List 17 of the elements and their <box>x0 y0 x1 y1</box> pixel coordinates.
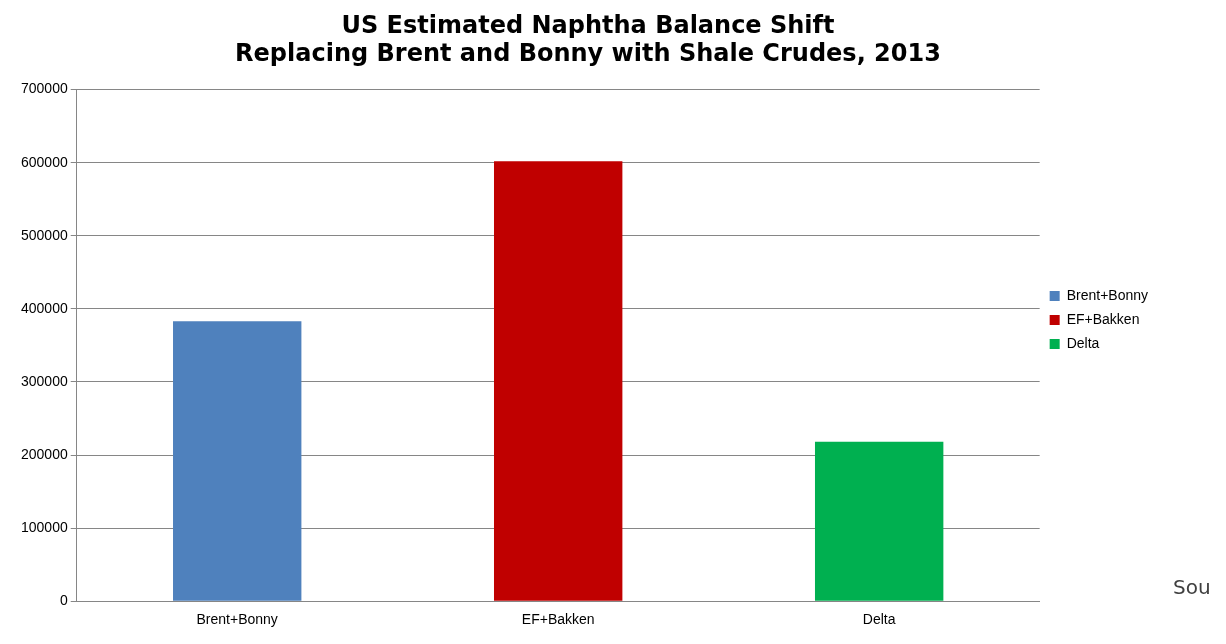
text: Replacing Brent and Bonny with Shale Crudes, 2013 <box>235 39 941 68</box>
y-tick-label: 0 <box>59 592 68 609</box>
y-tick-label: 500000 <box>21 226 68 243</box>
y-tick-label: 600000 <box>21 153 68 170</box>
legend-label: Brent+Bonny <box>1066 286 1149 303</box>
y-tick-label: 200000 <box>21 445 68 462</box>
y-tick-label: 100000 <box>21 518 68 535</box>
text: Sou <box>1173 575 1211 600</box>
y-tick-label: 400000 <box>21 299 68 316</box>
y-tick-label: 700000 <box>21 80 68 97</box>
x-tick-label: EF+Bakken <box>521 611 595 628</box>
x-tick-label: Delta <box>862 611 896 628</box>
x-tick-label: Brent+Bonny <box>196 611 278 628</box>
y-tick-label: 300000 <box>21 372 68 389</box>
legend-label: EF+Bakken <box>1066 310 1140 327</box>
text: US Estimated Naphtha Balance Shift <box>341 10 835 39</box>
legend-label: Delta <box>1066 334 1100 351</box>
